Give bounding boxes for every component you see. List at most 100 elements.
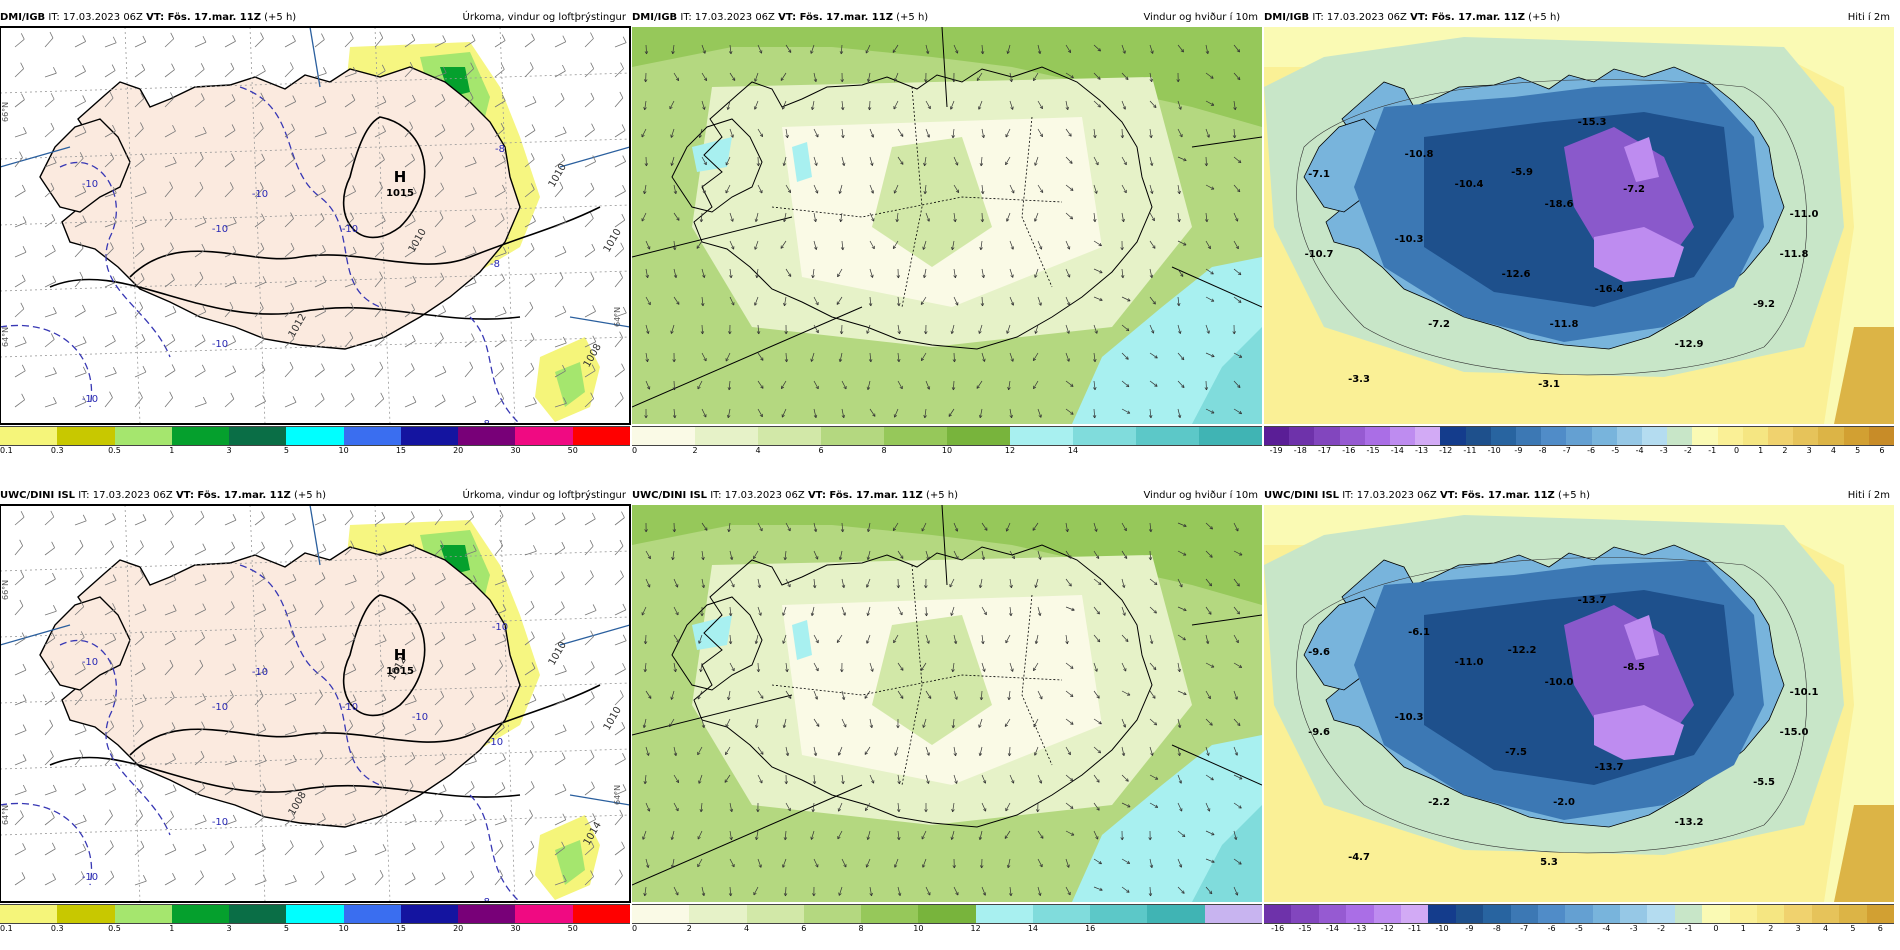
temperature-label: -11.0 — [1790, 209, 1819, 220]
lead-time: (+5 h) — [925, 490, 959, 501]
legend-tick-label: -1 — [1708, 446, 1717, 455]
legend-tick-label: -8 — [1492, 924, 1501, 933]
legend-tick-label: -3 — [1629, 924, 1638, 933]
temperature-label: -5.5 — [1753, 777, 1775, 788]
legend-tick-label: -4 — [1602, 924, 1611, 933]
legend-swatch — [1717, 427, 1743, 445]
temperature-label: -16.4 — [1595, 284, 1624, 295]
valid-time: VT: Fös. 17.mar. 11Z — [1439, 490, 1555, 501]
legend-tick-label: -2 — [1657, 924, 1666, 933]
legend-swatch — [1264, 427, 1290, 445]
legend-swatch — [758, 427, 821, 445]
legend-tick-label: 5 — [1855, 446, 1861, 455]
valid-time: VT: Fös. 17.mar. 11Z — [146, 12, 261, 23]
legend-swatch — [803, 905, 862, 923]
model-name: DMI/IGB — [632, 12, 678, 23]
temperature-label: -4.7 — [1348, 852, 1370, 863]
color-legend: 0 2 4 6 8 10 12 14 16 — [632, 904, 1262, 938]
legend-swatch — [632, 905, 690, 923]
legend-tick-label: -18 — [1293, 446, 1307, 455]
legend-swatch — [1090, 905, 1148, 923]
temperature-label: -10.3 — [1395, 712, 1424, 723]
legend-tick-label: -16 — [1271, 924, 1285, 933]
legend-swatch — [1784, 905, 1812, 923]
latitude-label: 64°N — [613, 785, 622, 805]
temperature-label: -10.0 — [1545, 677, 1574, 688]
legend-swatch — [1364, 427, 1391, 445]
temperature-label: -12.9 — [1675, 339, 1704, 350]
isotherm-label: -10 — [212, 702, 228, 713]
legend-swatch — [1811, 905, 1840, 923]
legend-swatch — [1073, 427, 1136, 445]
legend-swatch — [1204, 905, 1262, 923]
legend-tick-label: 0.3 — [50, 924, 64, 933]
legend-swatch — [1136, 427, 1199, 445]
legend-swatch — [57, 427, 115, 445]
legend-tick-label: 6 — [1879, 446, 1885, 455]
legend-tick-label: 2 — [1782, 446, 1788, 455]
legend-tick-label: -1 — [1684, 924, 1693, 933]
legend-swatch — [918, 905, 976, 923]
isotherm-label: -10 — [82, 657, 98, 668]
legend-swatch — [1465, 427, 1491, 445]
legend-tick-label: 5 — [1850, 924, 1856, 933]
panel-title: Vindur og hviður í 10m — [1143, 12, 1258, 23]
temperature-label: -12.6 — [1502, 269, 1531, 280]
legend-swatch — [1373, 905, 1401, 923]
legend-swatch — [1510, 905, 1538, 923]
lead-time: (+5 h) — [293, 490, 327, 501]
model-name: UWC/DINI ISL — [1264, 490, 1340, 501]
temperature-label: -10.1 — [1790, 687, 1819, 698]
legend-tick-label: -14 — [1390, 446, 1404, 455]
legend-tick-label: -2 — [1684, 446, 1693, 455]
legend-swatch — [515, 905, 573, 923]
legend-swatch — [515, 427, 573, 445]
legend-swatch — [821, 427, 884, 445]
isotherm-label: -10 — [212, 817, 228, 828]
isotherm-label: -10 — [342, 224, 358, 235]
legend-tick-label: 5 — [283, 446, 289, 455]
legend-tick-label: 14 — [1067, 446, 1079, 455]
legend-swatch — [1642, 427, 1668, 445]
legend-swatch — [572, 427, 630, 445]
legend-swatch — [400, 905, 459, 923]
legend-swatch — [1843, 427, 1869, 445]
color-legend: 0.1 0.3 0.5 1 3 5 10 15 20 30 50 — [0, 904, 630, 938]
legend-swatch — [458, 427, 516, 445]
temperature-label: -13.7 — [1595, 762, 1624, 773]
legend-swatch — [1428, 905, 1456, 923]
legend-tick-label: -15 — [1298, 924, 1312, 933]
lead-time: (+5 h) — [1528, 12, 1561, 23]
legend-swatch — [229, 905, 287, 923]
temperature-label: -3.3 — [1348, 374, 1370, 385]
init-time: IT: 17.03.2023 06Z — [710, 490, 805, 501]
legend-swatch — [1729, 905, 1758, 923]
legend-swatch — [286, 905, 344, 923]
temperature-label: -10.8 — [1405, 149, 1434, 160]
valid-time: VT: Fös. 17.mar. 11Z — [1410, 12, 1525, 23]
legend-tick-label: -5 — [1575, 924, 1583, 933]
legend-swatch — [1032, 905, 1091, 923]
legend-tick-label: 6 — [801, 924, 807, 933]
legend-swatch — [884, 427, 947, 445]
legend-tick-label: 15 — [395, 924, 406, 933]
legend-swatch — [1400, 905, 1429, 923]
legend-tick-label: 8 — [881, 446, 887, 455]
temperature-label: -15.3 — [1578, 117, 1607, 128]
latitude-label: 66°N — [1, 580, 10, 600]
legend-tick-label: 0.5 — [108, 446, 121, 455]
panel-title: Hiti í 2m — [1847, 12, 1890, 23]
panel-title: Úrkoma, vindur og loftþrýstingur — [462, 12, 626, 23]
legend-tick-label: 10 — [338, 446, 349, 455]
temperature-label: -11.8 — [1780, 249, 1809, 260]
panel-header: UWC/DINI ISL IT: 17.03.2023 06Z VT: Fös.… — [632, 488, 1262, 504]
temperature-label: -11.8 — [1550, 319, 1579, 330]
panel-header: DMI/IGB IT: 17.03.2023 06Z VT: Fös. 17.m… — [0, 10, 630, 26]
legend-swatch — [1818, 427, 1844, 445]
legend-swatch — [1339, 427, 1365, 445]
legend-tick-label: -17 — [1318, 446, 1332, 455]
valid-time: VT: Fös. 17.mar. 11Z — [175, 490, 291, 501]
legend-tick-label: -3 — [1659, 446, 1668, 455]
legend-swatch — [975, 905, 1033, 923]
panel-title: Úrkoma, vindur og loftþrýstingur — [462, 490, 626, 501]
